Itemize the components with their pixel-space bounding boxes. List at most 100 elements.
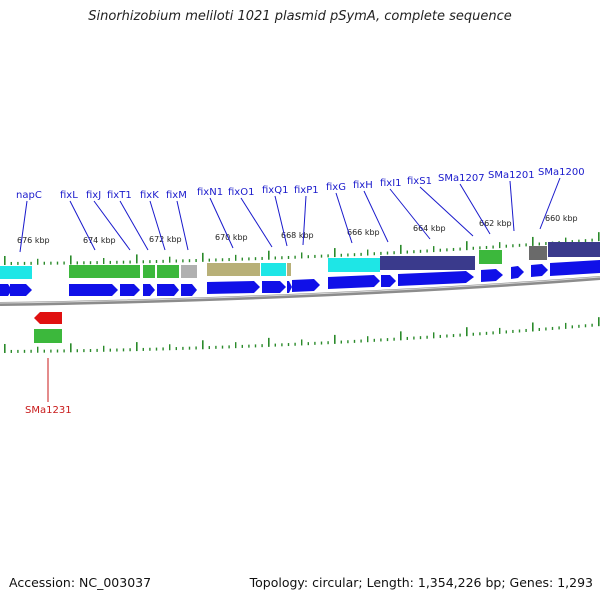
tick-mark	[195, 259, 197, 263]
leader-fixQ1	[274, 195, 288, 247]
tick-mark	[149, 347, 151, 351]
leader-fixH	[363, 190, 389, 243]
tick-mark	[37, 258, 39, 265]
tick-mark	[4, 343, 6, 353]
gene-label-SMa1201[interactable]: SMa1201	[488, 170, 535, 181]
cog-green-fixK[interactable]	[157, 265, 179, 278]
kbp-label: 660 kbp	[545, 214, 578, 223]
cog-cyan-napC[interactable]	[0, 266, 32, 279]
tick-mark	[419, 336, 422, 340]
leader-fixT1	[119, 200, 149, 251]
gene-label-SMa1231[interactable]: SMa1231	[25, 405, 72, 416]
forward-cds-track	[0, 260, 600, 296]
cog-navy-fixH[interactable]	[380, 256, 475, 270]
tick-mark	[545, 242, 547, 246]
cds-forward[interactable]	[381, 275, 396, 287]
gene-label-fixT1[interactable]: fixT1	[107, 190, 132, 201]
gene-label-fixP1[interactable]: fixP1	[294, 185, 319, 196]
tick-mark	[452, 334, 455, 338]
cog-cyan-fixG[interactable]	[328, 258, 380, 272]
cds-forward[interactable]	[531, 264, 548, 277]
cds-forward[interactable]	[481, 269, 503, 282]
tick-mark	[367, 249, 369, 256]
cds-forward[interactable]	[207, 281, 260, 294]
cds-forward[interactable]	[262, 281, 286, 293]
cds-forward[interactable]	[143, 284, 155, 296]
cog-cyan-fixO1[interactable]	[261, 263, 286, 276]
tick-mark	[23, 349, 26, 353]
cog-green-SMa1231[interactable]	[34, 329, 62, 343]
gene-label-fixM[interactable]: fixM	[166, 190, 187, 201]
tick-mark	[525, 243, 527, 247]
cds-forward[interactable]	[328, 275, 380, 289]
cds-forward[interactable]	[120, 284, 140, 296]
accession-text: Accession: NC_003037	[9, 575, 152, 590]
cds-forward[interactable]	[511, 266, 524, 279]
tick-mark	[472, 246, 474, 250]
gene-label-fixK[interactable]: fixK	[140, 190, 159, 201]
cds-forward[interactable]	[398, 271, 474, 286]
tick-mark	[281, 343, 283, 347]
tick-mark	[340, 340, 342, 344]
tick-mark	[380, 338, 382, 342]
tick-mark	[235, 254, 237, 261]
cds-forward[interactable]	[181, 284, 197, 296]
tick-mark	[188, 346, 191, 350]
tick-mark	[274, 256, 276, 260]
tick-mark	[327, 254, 329, 258]
cog-navy-SMa1200[interactable]	[548, 242, 600, 257]
tick-mark	[386, 338, 389, 342]
tick-mark	[301, 252, 303, 259]
tick-mark	[261, 344, 263, 348]
kbp-label: 676 kbp	[17, 236, 50, 245]
cds-forward[interactable]	[292, 279, 320, 292]
tick-mark	[532, 236, 534, 246]
cds-reverse-SMa1231[interactable]	[34, 312, 62, 324]
gene-label-fixI1[interactable]: fixI1	[380, 178, 402, 189]
tick-mark	[202, 340, 204, 350]
cds-forward[interactable]	[0, 284, 12, 296]
gene-label-fixS1[interactable]: fixS1	[407, 176, 432, 187]
gene-label-fixG[interactable]: fixG	[326, 182, 346, 193]
tick-mark	[268, 337, 270, 347]
tick-mark	[169, 344, 171, 351]
tick-mark	[96, 348, 98, 352]
tick-mark	[83, 349, 85, 353]
cds-forward[interactable]	[10, 284, 32, 296]
cog-tan-fixN1[interactable]	[207, 263, 260, 276]
tick-mark	[287, 255, 290, 259]
cds-forward[interactable]	[550, 260, 600, 276]
tick-mark	[254, 257, 257, 261]
gene-labels: napC fixL fixJ fixT1 fixK fixM fixN1 fix…	[16, 167, 585, 416]
tick-mark	[287, 343, 290, 347]
cds-forward[interactable]	[157, 284, 179, 296]
cog-green-SMa1207[interactable]	[479, 250, 502, 264]
tick-mark	[43, 261, 45, 265]
tick-mark	[591, 323, 593, 327]
tick-mark	[485, 331, 488, 335]
gene-label-SMa1207[interactable]: SMa1207	[438, 173, 485, 184]
cds-forward[interactable]	[287, 281, 292, 293]
cog-gray-fixM[interactable]	[181, 265, 197, 278]
kbp-label: 664 kbp	[413, 224, 446, 233]
gene-label-fixL[interactable]: fixL	[60, 190, 78, 201]
cds-forward[interactable]	[69, 284, 118, 296]
tick-mark	[56, 261, 59, 265]
tick-mark	[545, 327, 547, 331]
cog-tan-fixQ1[interactable]	[287, 263, 291, 276]
gene-label-SMa1200[interactable]: SMa1200	[538, 167, 585, 178]
tick-mark	[136, 254, 138, 264]
gene-label-fixN1[interactable]: fixN1	[197, 187, 223, 198]
gene-label-fixJ[interactable]: fixJ	[86, 190, 101, 201]
tick-mark	[360, 339, 362, 343]
cog-darkgray-SMa1201[interactable]	[529, 246, 547, 260]
gene-label-fixO1[interactable]: fixO1	[228, 187, 254, 198]
tick-mark	[538, 242, 540, 246]
cog-green-fixT1[interactable]	[143, 265, 155, 278]
gene-label-fixQ1[interactable]: fixQ1	[262, 185, 288, 196]
gene-label-fixH[interactable]: fixH	[353, 180, 373, 191]
tick-mark	[334, 248, 336, 258]
tick-mark	[353, 253, 356, 257]
gene-label-napC[interactable]: napC	[16, 190, 42, 201]
cog-green-fixL[interactable]	[69, 265, 140, 278]
